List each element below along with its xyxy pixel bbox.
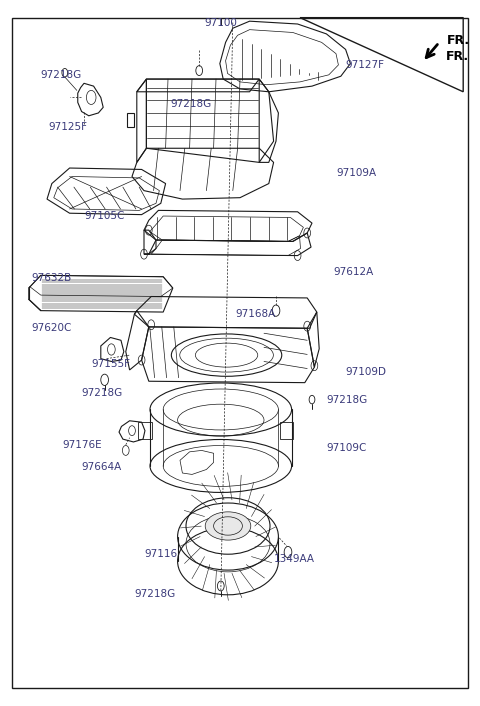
Text: 97116: 97116 xyxy=(144,549,177,558)
Text: 97109D: 97109D xyxy=(346,367,386,377)
Bar xyxy=(280,422,293,439)
Text: 97105C: 97105C xyxy=(84,211,124,221)
Ellipse shape xyxy=(205,512,251,540)
Text: 97620C: 97620C xyxy=(31,323,72,333)
Text: 97168A: 97168A xyxy=(235,309,276,319)
Bar xyxy=(138,422,152,439)
Text: 97218G: 97218G xyxy=(326,395,368,405)
Text: 97632B: 97632B xyxy=(31,273,72,283)
Text: 97218G: 97218G xyxy=(170,99,212,109)
Text: 97218G: 97218G xyxy=(134,590,176,599)
Text: 97612A: 97612A xyxy=(334,267,374,277)
Text: 97218G: 97218G xyxy=(41,70,82,80)
Text: 97109C: 97109C xyxy=(326,443,367,453)
Text: 97664A: 97664A xyxy=(82,462,122,472)
Text: FR.: FR. xyxy=(445,50,468,63)
Text: 97109A: 97109A xyxy=(336,168,376,178)
Text: 97176E: 97176E xyxy=(62,440,102,450)
Text: 97218G: 97218G xyxy=(82,388,123,397)
Text: 97100: 97100 xyxy=(204,18,237,28)
Text: 97125F: 97125F xyxy=(48,122,87,132)
Text: 1349AA: 1349AA xyxy=(274,554,314,564)
Text: 97127F: 97127F xyxy=(346,60,384,70)
Text: 97155F: 97155F xyxy=(91,359,130,369)
Text: FR.: FR. xyxy=(446,35,469,47)
